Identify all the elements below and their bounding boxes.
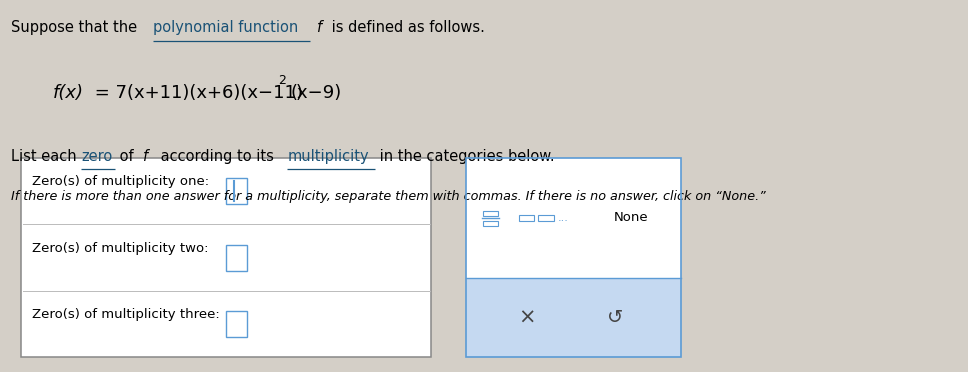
Text: according to its: according to its <box>156 149 278 164</box>
Text: Suppose that the: Suppose that the <box>12 20 142 35</box>
Text: ×: × <box>518 307 535 327</box>
FancyBboxPatch shape <box>466 158 681 278</box>
FancyBboxPatch shape <box>538 215 554 221</box>
Text: f: f <box>317 20 322 35</box>
FancyBboxPatch shape <box>227 245 247 270</box>
Text: multiplicity: multiplicity <box>287 149 369 164</box>
Text: f(x): f(x) <box>52 84 83 102</box>
Text: in the categories below.: in the categories below. <box>375 149 555 164</box>
Text: ↺: ↺ <box>607 308 623 327</box>
Text: is defined as follows.: is defined as follows. <box>327 20 485 35</box>
Text: None: None <box>614 211 649 224</box>
Text: (x−9): (x−9) <box>290 84 342 102</box>
Text: of: of <box>114 149 137 164</box>
FancyBboxPatch shape <box>483 211 499 216</box>
Text: If there is more than one answer for a multiplicity, separate them with commas. : If there is more than one answer for a m… <box>12 190 767 203</box>
Text: = 7(x+11)(x+6)(x−11): = 7(x+11)(x+6)(x−11) <box>89 84 303 102</box>
Text: Zero(s) of multiplicity one:: Zero(s) of multiplicity one: <box>33 176 210 189</box>
Text: f: f <box>143 149 148 164</box>
Text: Zero(s) of multiplicity three:: Zero(s) of multiplicity three: <box>33 308 220 321</box>
Text: Zero(s) of multiplicity two:: Zero(s) of multiplicity two: <box>33 242 209 255</box>
FancyBboxPatch shape <box>227 311 247 337</box>
Text: polynomial function: polynomial function <box>153 20 298 35</box>
FancyBboxPatch shape <box>21 158 432 357</box>
FancyBboxPatch shape <box>519 215 534 221</box>
FancyBboxPatch shape <box>466 278 681 357</box>
Text: ...: ... <box>558 213 568 223</box>
Text: zero: zero <box>81 149 112 164</box>
Text: List each: List each <box>12 149 81 164</box>
FancyBboxPatch shape <box>483 221 499 225</box>
Text: 2: 2 <box>278 74 286 87</box>
FancyBboxPatch shape <box>227 178 247 204</box>
